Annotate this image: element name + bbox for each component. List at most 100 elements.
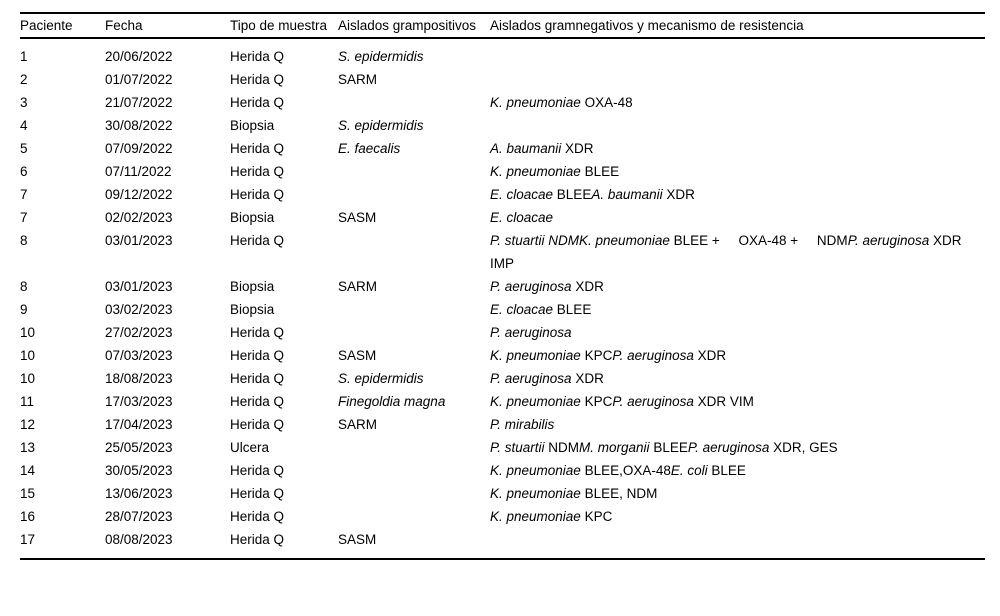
organism-name: P. aeruginosa — [490, 279, 572, 294]
cell-paciente: 8 — [20, 279, 28, 294]
table-row: 10 27/02/2023 Herida Q P. aeruginosa — [20, 321, 985, 344]
col-header-fecha: Fecha — [105, 12, 230, 39]
cell-aislados-grampositivos — [338, 436, 490, 459]
cell-tipo-de-muestra: Herida Q — [230, 72, 285, 87]
cell-tipo-de-muestra: Herida Q — [230, 325, 285, 340]
resistance-text: XDR — [561, 141, 594, 156]
cell-aislados-grampositivos: S. epidermidis — [338, 367, 490, 390]
cell-paciente: 8 — [20, 233, 28, 248]
cell-aislados-grampositivos — [338, 459, 490, 482]
table-row: 17 08/08/2023 Herida Q SASM — [20, 528, 985, 560]
cell-paciente: 2 — [20, 72, 28, 87]
organism-name: P. aeruginosa — [490, 371, 572, 386]
cell-fecha: 27/02/2023 — [105, 325, 173, 340]
cell-aislados-grampositivos — [338, 321, 490, 344]
resistance-text: BLEE — [580, 164, 620, 179]
organism-name: P. stuartii — [490, 440, 545, 455]
cell-paciente: 16 — [20, 509, 36, 524]
cell-fecha: 25/05/2023 — [105, 440, 173, 455]
organism-name: E. faecalis — [338, 141, 401, 156]
cell-aislados-grampositivos: SASM — [338, 344, 490, 367]
table-row: 14 30/05/2023 Herida Q K. pneumoniae BLEE,O… — [20, 459, 985, 482]
cell-fecha: 28/07/2023 — [105, 509, 173, 524]
cell-tipo-de-muestra: Herida Q — [230, 394, 285, 409]
cell-fecha: 07/03/2023 — [105, 348, 173, 363]
cell-paciente: 10 — [20, 348, 36, 363]
resistance-text: SARM — [338, 279, 378, 294]
organism-name: A. baumanii — [591, 187, 663, 202]
cell-paciente: 13 — [20, 440, 36, 455]
cell-aislados-gramnegativos: K. pneumoniae BLEE — [490, 160, 985, 183]
cell-aislados-gramnegativos: P. stuartii NDMK. pneumoniae BLEE + OXA-… — [490, 229, 985, 275]
cell-aislados-grampositivos: SASM — [338, 528, 490, 560]
table-row: 4 30/08/2022 Biopsia S. epidermidis — [20, 114, 985, 137]
cell-aislados-gramnegativos: P. mirabilis — [490, 413, 985, 436]
col-header-aislados-grampositivos: Aislados grampositivos — [338, 12, 490, 39]
header-row: Paciente Fecha Tipo de muestra Aislados … — [20, 12, 985, 39]
cell-fecha: 09/12/2022 — [105, 187, 173, 202]
cell-aislados-gramnegativos: K. pneumoniae BLEE, NDM — [490, 482, 985, 505]
table-row: 1 20/06/2022 Herida Q S. epidermidis — [20, 38, 985, 68]
cell-paciente: 4 — [20, 118, 28, 133]
table-row: 8 03/01/2023 Herida Q P. stuartii NDMK. pne… — [20, 229, 985, 275]
cell-tipo-de-muestra: Herida Q — [230, 528, 338, 560]
cell-aislados-gramnegativos: E. cloacae BLEE — [490, 298, 985, 321]
cell-fecha: 03/01/2023 — [105, 233, 173, 248]
table-row: 10 18/08/2023 Herida Q S. epidermidis P. aer… — [20, 367, 985, 390]
cell-aislados-grampositivos — [338, 482, 490, 505]
cell-aislados-gramnegativos: K. pneumoniae KPCP. aeruginosa XDR VIM — [490, 390, 985, 413]
cell-fecha: 08/08/2023 — [105, 528, 230, 560]
cell-aislados-gramnegativos — [490, 68, 985, 91]
table-row: 5 07/09/2022 Herida Q E. faecalis A. baumani… — [20, 137, 985, 160]
resistance-text: SARM — [338, 72, 378, 87]
organism-name: K. pneumoniae — [490, 463, 581, 478]
cell-aislados-grampositivos — [338, 298, 490, 321]
cell-aislados-grampositivos: SARM — [338, 413, 490, 436]
col-header-aislados-gramnegativos: Aislados gramnegativos y mecanismo de re… — [490, 12, 985, 39]
cell-tipo-de-muestra: Ulcera — [230, 440, 270, 455]
cell-tipo-de-muestra: Herida Q — [230, 486, 285, 501]
col-header-paciente: Paciente — [20, 12, 105, 39]
resistance-text: SARM — [338, 417, 378, 432]
cell-tipo-de-muestra: Herida Q — [230, 187, 285, 202]
resistance-text: KPC — [580, 509, 613, 524]
cell-aislados-gramnegativos: A. baumanii XDR — [490, 137, 985, 160]
table-row: 16 28/07/2023 Herida Q K. pneumoniae KPC — [20, 505, 985, 528]
col-header-tipo-de-muestra: Tipo de muestra — [230, 12, 338, 39]
resistance-text: KPC — [580, 394, 613, 409]
resistance-text: NDM — [544, 440, 580, 455]
cell-tipo-de-muestra: Biopsia — [230, 302, 275, 317]
resistance-text: XDR — [571, 279, 604, 294]
resistance-text: BLEE, NDM — [580, 486, 658, 501]
organism-name: K. pneumoniae — [490, 486, 581, 501]
cell-tipo-de-muestra: Herida Q — [230, 348, 285, 363]
table-row: 6 07/11/2022 Herida Q K. pneumoniae BLEE — [20, 160, 985, 183]
cell-fecha: 30/08/2022 — [105, 118, 173, 133]
table-row: 7 02/02/2023 Biopsia SASM E. cloacae — [20, 206, 985, 229]
cell-tipo-de-muestra: Herida Q — [230, 233, 285, 248]
resistance-text: OXA-48 — [580, 95, 633, 110]
table-row: 12 17/04/2023 Herida Q SARM P. mirabilis — [20, 413, 985, 436]
resistance-text: XDR IMP — [490, 233, 962, 271]
cell-aislados-gramnegativos: E. cloacae — [490, 206, 985, 229]
table-row: 13 25/05/2023 Ulcera P. stuartii NDMM. morg… — [20, 436, 985, 459]
table-row: 8 03/01/2023 Biopsia SARM P. aeruginosa XDR — [20, 275, 985, 298]
cell-aislados-grampositivos — [338, 91, 490, 114]
table-row: 10 07/03/2023 Herida Q SASM K. pneumoniae KP… — [20, 344, 985, 367]
cell-fecha: 30/05/2023 — [105, 463, 173, 478]
cell-paciente: 11 — [20, 394, 35, 409]
cell-tipo-de-muestra: Herida Q — [230, 417, 285, 432]
table-row: 3 21/07/2022 Herida Q K. pneumoniae OXA-48 — [20, 91, 985, 114]
cell-paciente: 3 — [20, 95, 28, 110]
cell-aislados-gramnegativos: K. pneumoniae OXA-48 — [490, 91, 985, 114]
resistance-text: BLEE — [707, 463, 746, 478]
resistance-text: BLEE — [649, 440, 688, 455]
cell-fecha: 03/01/2023 — [105, 279, 173, 294]
resistance-text: XDR — [571, 371, 604, 386]
cell-paciente: 9 — [20, 302, 28, 317]
table-row: 9 03/02/2023 Biopsia E. cloacae BLEE — [20, 298, 985, 321]
cell-fecha: 07/09/2022 — [105, 141, 173, 156]
cell-aislados-grampositivos: S. epidermidis — [338, 38, 490, 68]
cell-aislados-gramnegativos — [490, 528, 985, 560]
organism-name: P. mirabilis — [490, 417, 555, 432]
